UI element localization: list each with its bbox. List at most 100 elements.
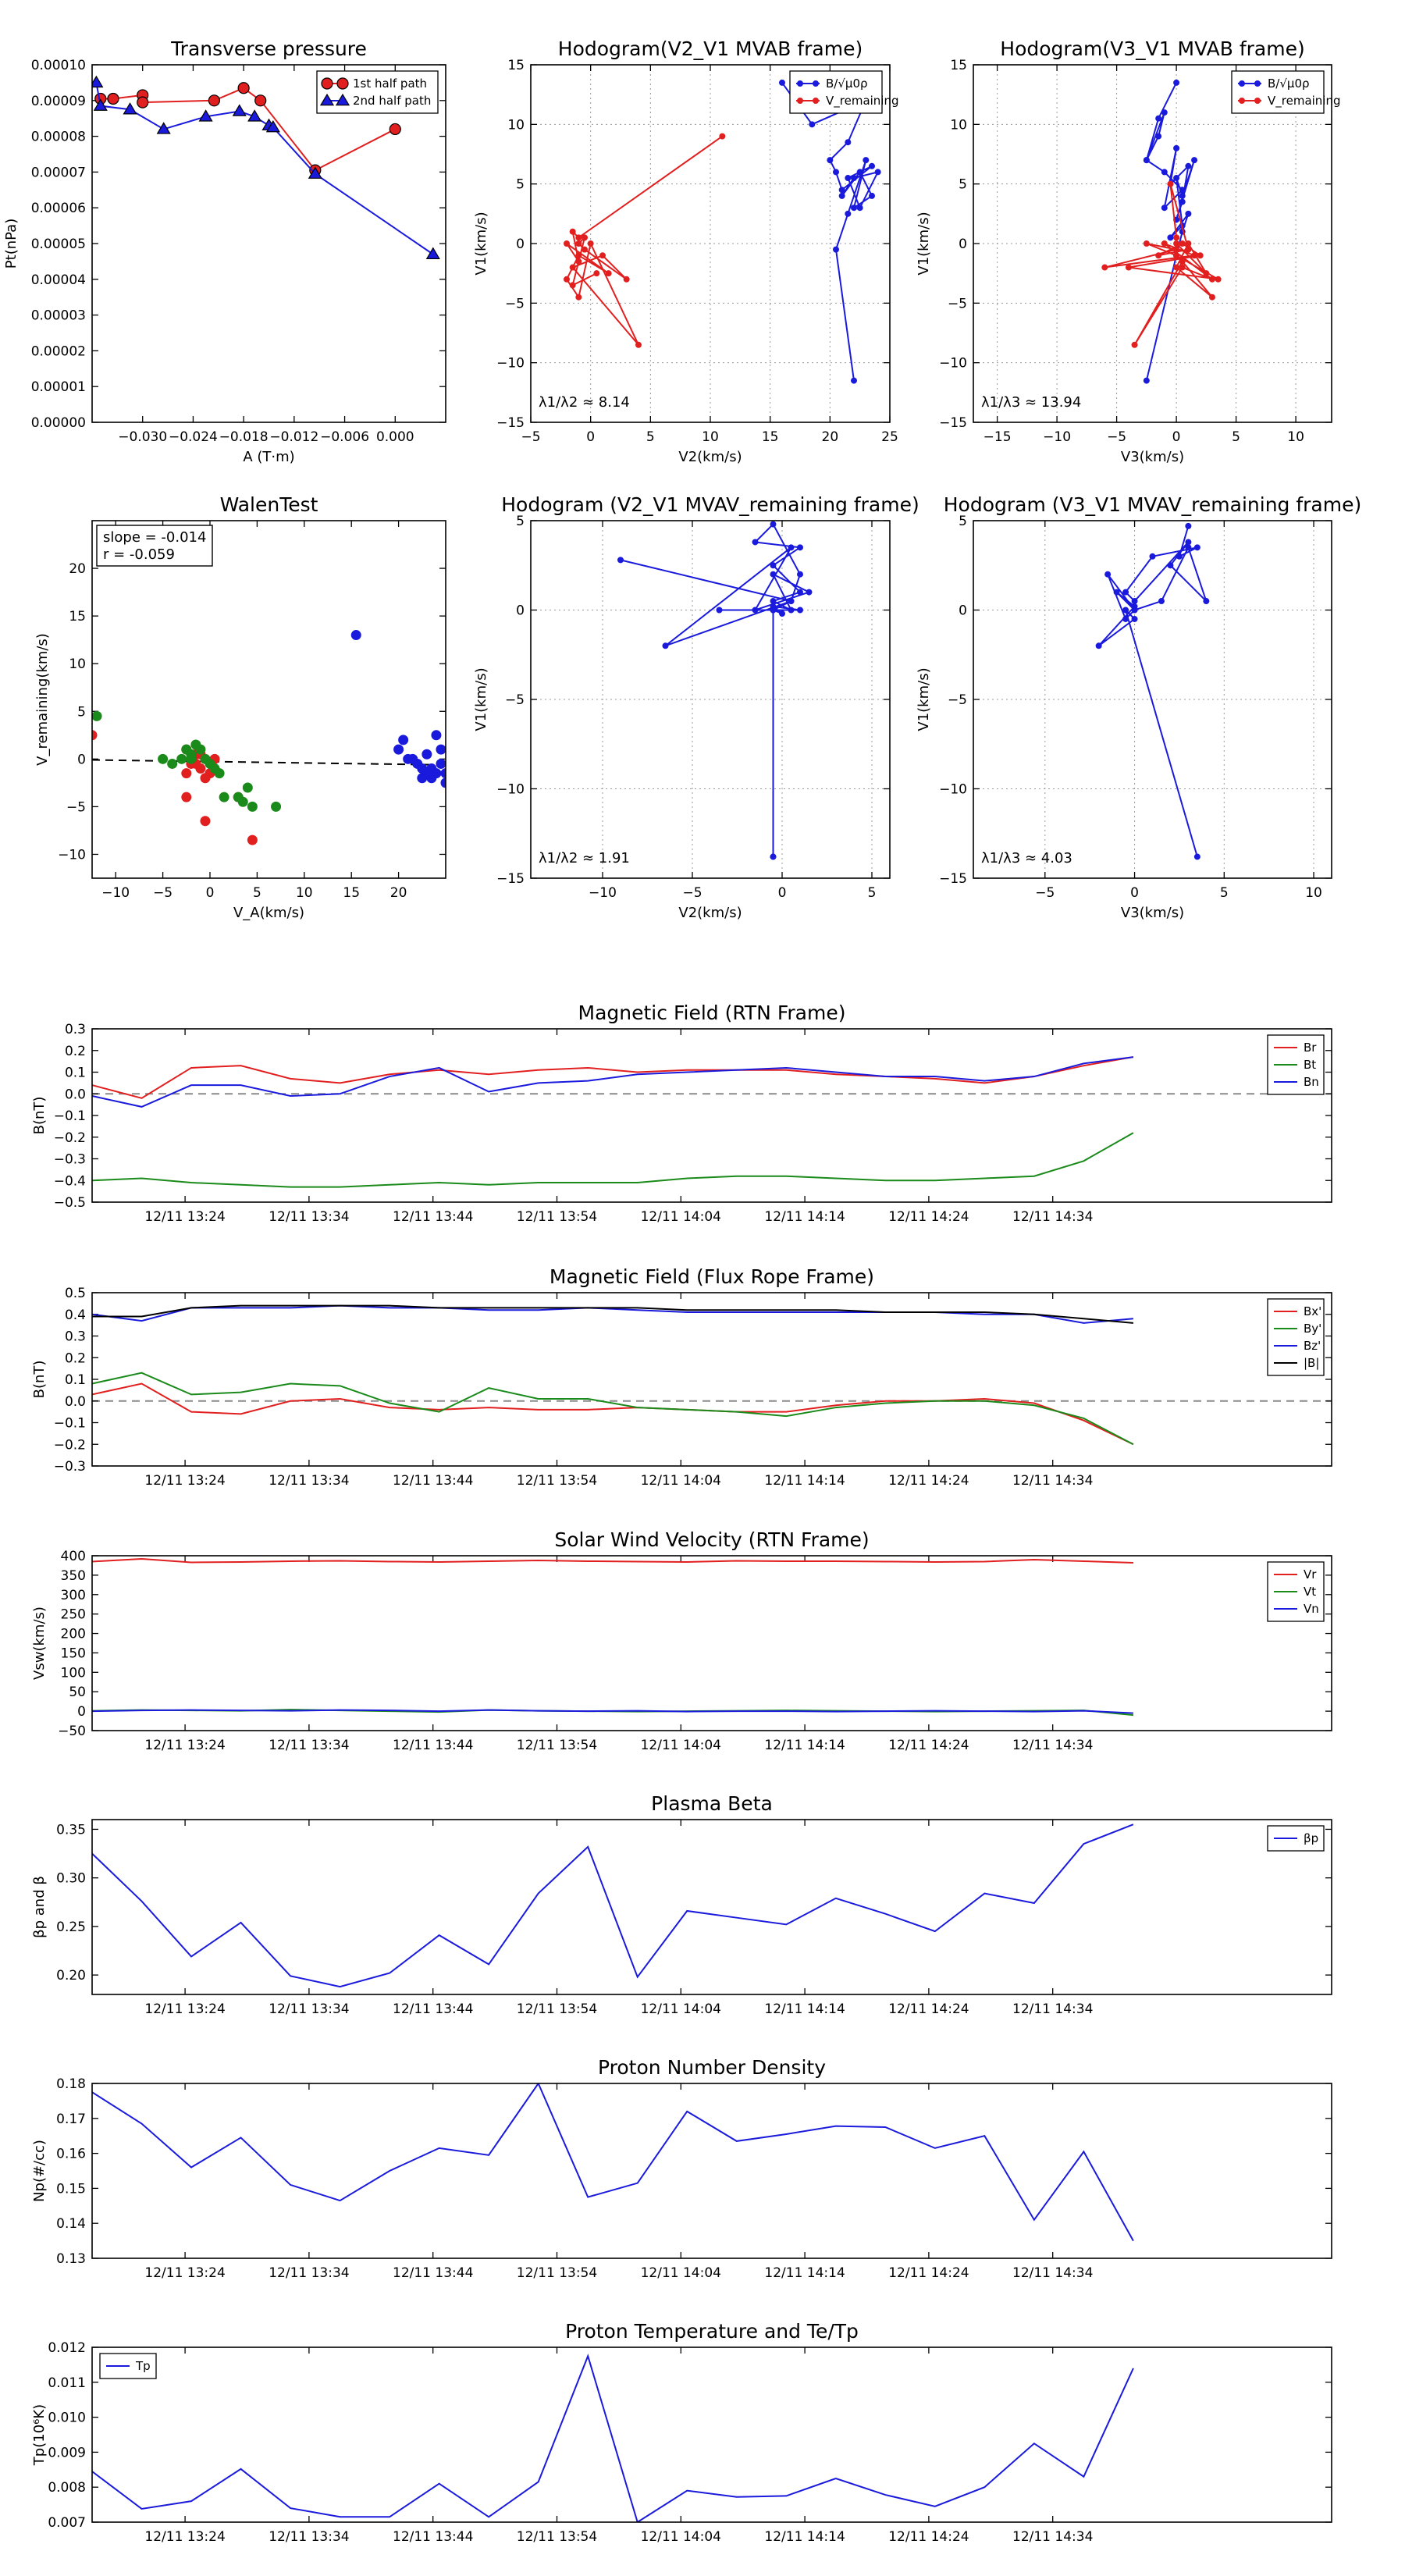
legend: Vr Vt Vn	[1267, 1561, 1325, 1622]
magnetic-field-flux-rope-chart: Magnetic Field (Flux Rope Frame) 12/11 13…	[31, 1265, 1332, 1489]
y-tick-label: 0.011	[48, 2375, 86, 2391]
legend-box	[316, 70, 439, 114]
plot-frame	[530, 520, 891, 879]
legend: B/√μ0ρ V_remaining	[789, 70, 899, 114]
legend-label: By'	[1304, 1322, 1321, 1336]
y-tick-label: −10	[496, 782, 525, 798]
legend-label: Vn	[1304, 1602, 1319, 1616]
x-axis-label: A (T·m)	[243, 449, 294, 465]
y-tick-label: 10	[950, 117, 967, 133]
x-tick-label: 15	[343, 885, 360, 901]
data-point	[214, 768, 225, 779]
x-tick-label: 12/11 14:14	[764, 1473, 845, 1489]
y-tick-label: 0.012	[48, 2340, 86, 2356]
y-tick-label: −10	[58, 847, 86, 863]
data-point	[1122, 589, 1129, 596]
data-point	[1173, 175, 1180, 182]
legend-label: B/√μ0ρ	[1268, 76, 1310, 91]
data-point	[1185, 240, 1192, 247]
data-point	[569, 228, 576, 235]
y-axis-label: Vsw(km/s)	[31, 1606, 48, 1680]
y-axis-label: βp and β	[31, 1876, 48, 1938]
x-tick-label: 12/11 14:34	[1012, 2001, 1093, 2017]
y-tick-label: 5	[959, 514, 967, 529]
data-point	[195, 744, 206, 755]
data-point	[198, 109, 213, 122]
chart-title: Plasma Beta	[651, 1792, 773, 1815]
data-point	[208, 94, 220, 107]
data-point	[1203, 270, 1210, 277]
x-tick-label: −10	[101, 885, 130, 901]
data-point	[752, 607, 759, 614]
x-axis-label: V3(km/s)	[1121, 905, 1184, 921]
data-point	[797, 571, 803, 578]
y-tick-label: 15	[950, 58, 967, 73]
data-point	[587, 240, 594, 247]
proton-number-density-chart: Proton Number Density 12/11 13:24 12/11 13…	[31, 2056, 1332, 2281]
plot-frame	[973, 64, 1332, 423]
data-point	[1113, 589, 1120, 596]
x-tick-label: 12/11 14:34	[1012, 1738, 1093, 1753]
plot-area	[92, 2083, 1134, 2242]
data-point	[265, 119, 280, 133]
data-point	[806, 589, 813, 596]
legend-marker	[1239, 98, 1245, 104]
x-tick-label: 0	[1130, 885, 1139, 901]
annotation-text: λ1/λ3 ≈ 13.94	[981, 394, 1081, 411]
x-tick-label: 0	[778, 885, 787, 901]
data-point	[1173, 252, 1180, 259]
data-point	[440, 777, 446, 788]
x-tick-label: 12/11 13:24	[144, 1209, 225, 1225]
annotation-text: λ1/λ2 ≈ 8.14	[539, 394, 630, 411]
y-tick-label: −0.5	[54, 1195, 86, 1211]
plot-frame	[91, 520, 446, 879]
data-point	[1122, 615, 1129, 622]
data-point	[1101, 264, 1108, 271]
data-point	[1131, 598, 1138, 605]
data-point	[1173, 234, 1180, 241]
y-tick-label: 0.1	[65, 1372, 86, 1388]
annotation-box	[96, 525, 213, 567]
plot-frame	[973, 520, 1332, 879]
x-tick-label: −0.018	[219, 429, 269, 445]
annotation-text: slope = -0.014	[103, 529, 206, 546]
x-tick-label: 12/11 13:54	[517, 2265, 597, 2281]
data-point	[1167, 234, 1174, 241]
legend: B/√μ0ρ V_remaining	[1231, 70, 1341, 114]
plasma-beta-chart: Plasma Beta 12/11 13:24 12/11 13:34 12/11 1…	[31, 1792, 1332, 2017]
annotation-text: λ1/λ3 ≈ 4.03	[981, 850, 1072, 866]
legend-marker	[1239, 80, 1245, 87]
data-point	[569, 282, 576, 289]
x-tick-label: 12/11 14:24	[888, 1473, 969, 1489]
legend-marker	[1254, 98, 1261, 104]
data-point	[1173, 246, 1180, 253]
hodogram-v2-v1-mvab-chart: Hodogram(V2_V1 MVAB frame) −5 0 5 10 15 20 25 −1…	[473, 37, 899, 465]
y-axis-label: Tp(10⁶K)	[31, 2404, 48, 2466]
y-tick-label: 350	[61, 1568, 86, 1584]
x-tick-label: 12/11 14:24	[888, 2265, 969, 2281]
legend: Br Bt Bn	[1267, 1034, 1325, 1095]
data-point	[564, 276, 570, 283]
y-tick-label: 150	[61, 1646, 86, 1661]
plot-area	[92, 1557, 1134, 1717]
x-tick-label: −10	[1043, 429, 1071, 445]
legend-label: Bz'	[1304, 1339, 1321, 1353]
data-point	[1161, 169, 1168, 176]
data-point	[219, 792, 229, 802]
data-point	[1104, 571, 1112, 578]
data-point	[779, 610, 785, 617]
data-point	[1161, 109, 1168, 116]
chart-title: Hodogram(V2_V1 MVAB frame)	[558, 37, 863, 60]
y-tick-label: 0.35	[56, 1822, 86, 1838]
x-tick-label: 0.000	[376, 429, 414, 445]
x-tick-label: 12/11 14:04	[641, 1738, 721, 1753]
y-tick-label: −0.1	[54, 1108, 86, 1124]
annotation-text: r = -0.059	[103, 546, 175, 563]
chart-title: Proton Number Density	[598, 2056, 826, 2079]
x-tick-label: 12/11 13:34	[269, 1209, 349, 1225]
data-point	[770, 853, 777, 860]
series-line	[92, 2083, 1134, 2242]
y-tick-label: 5	[516, 177, 525, 193]
